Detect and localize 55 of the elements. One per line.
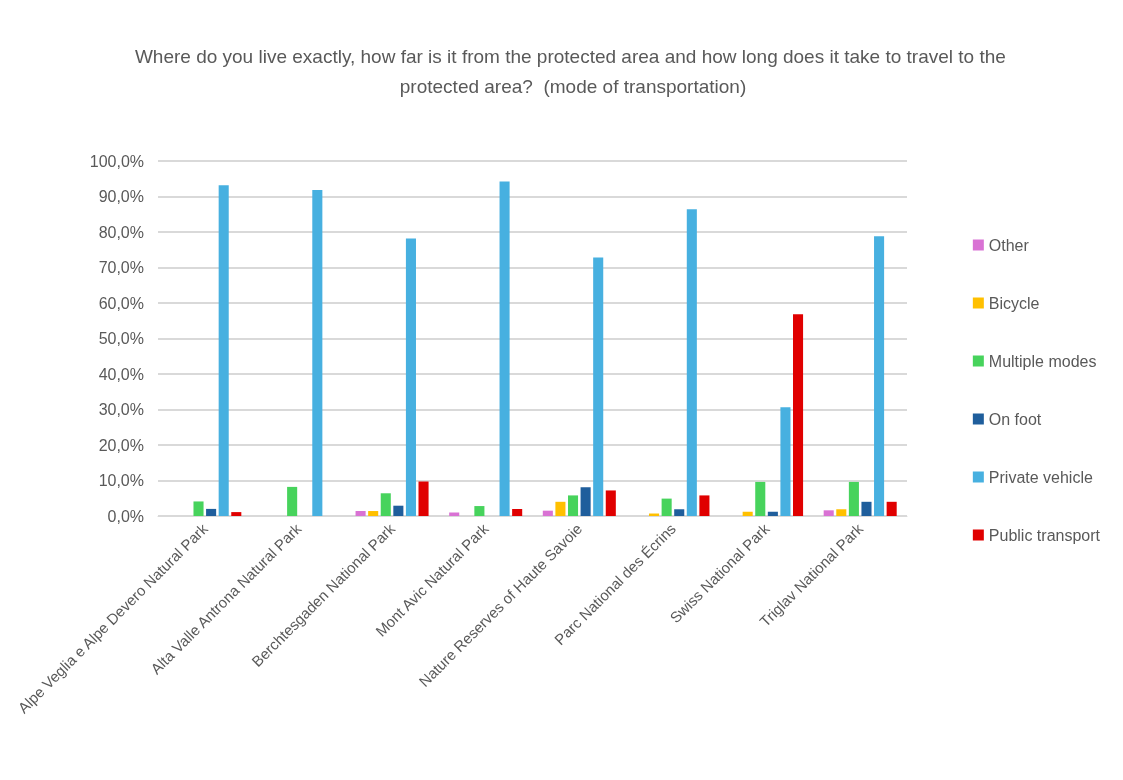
bar bbox=[886, 501, 897, 516]
y-tick-label: 50,0% bbox=[98, 330, 144, 347]
legend-label: Multiple modes bbox=[988, 352, 1097, 370]
bar bbox=[836, 509, 847, 516]
bar bbox=[793, 314, 804, 516]
y-tick-label: 80,0% bbox=[98, 223, 144, 241]
bar bbox=[368, 511, 379, 516]
bar bbox=[380, 493, 391, 516]
bar bbox=[312, 190, 323, 516]
bar bbox=[780, 407, 791, 516]
legend-label: On foot bbox=[988, 410, 1042, 428]
bar bbox=[661, 498, 672, 516]
bar bbox=[449, 512, 460, 516]
legend-label: Bicycle bbox=[988, 294, 1040, 312]
bar bbox=[861, 501, 872, 516]
bar bbox=[742, 511, 753, 516]
bar bbox=[580, 487, 591, 516]
bar bbox=[193, 501, 204, 516]
y-tick-label: 20,0% bbox=[98, 436, 144, 454]
bar bbox=[542, 510, 553, 516]
bar bbox=[418, 481, 429, 516]
bar bbox=[287, 486, 298, 516]
bar bbox=[567, 495, 579, 516]
bar bbox=[512, 508, 523, 516]
legend-label: Private vehicle bbox=[988, 468, 1093, 486]
bar bbox=[699, 495, 710, 516]
bar bbox=[848, 481, 859, 516]
bar bbox=[555, 501, 566, 516]
y-tick-label: 10,0% bbox=[98, 472, 144, 489]
legend-label: Other bbox=[988, 236, 1030, 254]
y-tick-label: 90,0% bbox=[98, 188, 144, 205]
y-tick-label: 30,0% bbox=[98, 401, 144, 418]
bar bbox=[405, 238, 416, 516]
bar bbox=[206, 508, 217, 516]
bar bbox=[231, 512, 242, 516]
bar bbox=[218, 185, 229, 516]
bar bbox=[767, 511, 778, 516]
y-tick-label: 70,0% bbox=[98, 259, 144, 276]
legend-label: Public transport bbox=[988, 526, 1101, 544]
bar bbox=[605, 490, 616, 516]
bar bbox=[355, 511, 366, 516]
y-tick-label: 60,0% bbox=[98, 294, 144, 312]
bar bbox=[686, 209, 697, 516]
chart-title: Where do you live exactly, how far is it from the protected area and how long does it take to travel to the protected area? (mode of transportation) bbox=[134, 45, 1012, 97]
bar bbox=[474, 506, 485, 516]
bar bbox=[755, 481, 766, 516]
y-tick-label: 100,0% bbox=[89, 152, 144, 170]
bar bbox=[593, 257, 604, 516]
bar bbox=[393, 505, 404, 516]
bar bbox=[874, 236, 885, 516]
y-tick-label: 0,0% bbox=[107, 507, 144, 525]
y-tick-label: 40,0% bbox=[98, 365, 144, 383]
bar bbox=[674, 509, 685, 516]
bar bbox=[823, 510, 834, 516]
bar bbox=[499, 181, 510, 516]
